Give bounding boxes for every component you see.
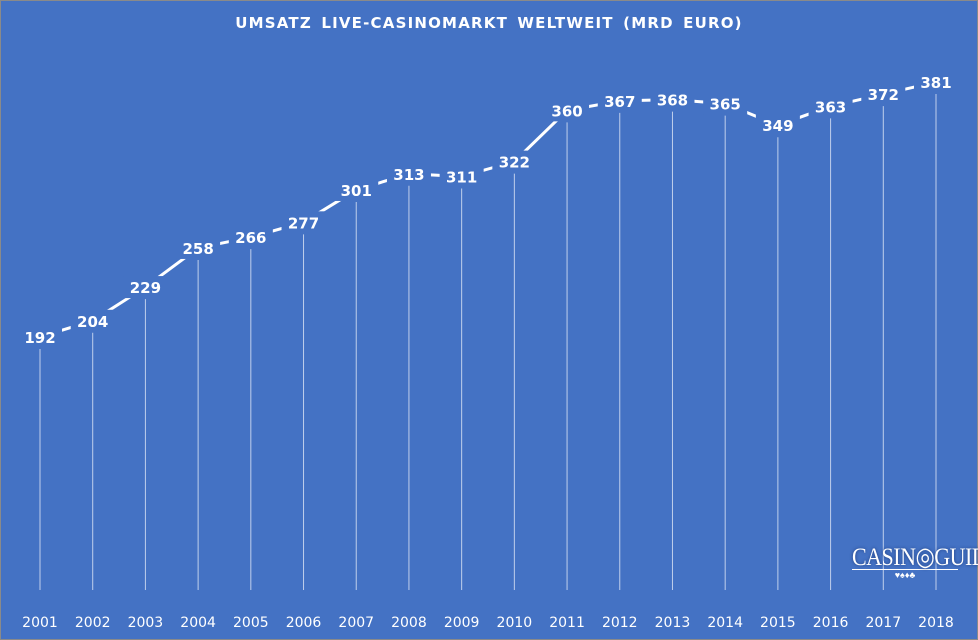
data-label: 381 bbox=[920, 74, 951, 92]
data-label: 349 bbox=[762, 117, 793, 135]
x-tick-label: 2007 bbox=[338, 615, 374, 631]
x-tick-label: 2013 bbox=[655, 615, 691, 631]
x-tick-label: 2012 bbox=[602, 615, 638, 631]
x-tick-label: 2006 bbox=[286, 615, 322, 631]
data-label: 258 bbox=[182, 240, 213, 258]
data-label: 311 bbox=[446, 168, 477, 186]
x-tick-label: 2004 bbox=[180, 615, 216, 631]
data-label: 367 bbox=[604, 93, 635, 111]
data-label-background bbox=[281, 211, 326, 234]
data-label: 229 bbox=[130, 279, 161, 297]
data-label: 301 bbox=[341, 182, 372, 200]
data-label: 313 bbox=[393, 166, 424, 184]
data-label: 192 bbox=[24, 329, 55, 347]
x-tick-label: 2014 bbox=[707, 615, 743, 631]
data-label: 204 bbox=[77, 313, 108, 331]
data-label-background bbox=[808, 95, 853, 118]
x-tick-label: 2016 bbox=[813, 615, 849, 631]
x-tick-label: 2008 bbox=[391, 615, 427, 631]
data-label-background bbox=[597, 89, 642, 112]
data-label-background bbox=[861, 83, 906, 106]
data-label-background bbox=[386, 162, 431, 185]
data-label: 372 bbox=[868, 86, 899, 104]
data-label: 322 bbox=[499, 154, 530, 172]
x-tick-label: 2002 bbox=[75, 615, 111, 631]
data-label-background bbox=[70, 309, 115, 332]
data-label-background bbox=[228, 226, 273, 249]
x-tick-label: 2010 bbox=[497, 615, 533, 631]
data-label-background bbox=[123, 276, 168, 299]
x-tick-label: 2009 bbox=[444, 615, 480, 631]
data-label: 363 bbox=[815, 98, 846, 116]
data-label: 368 bbox=[657, 92, 688, 110]
data-label-background bbox=[703, 92, 748, 115]
data-label: 266 bbox=[235, 229, 266, 247]
data-label-background bbox=[545, 99, 590, 122]
x-tick-label: 2015 bbox=[760, 615, 796, 631]
casinoguide-logo: CASIN◎GUIDE ♥♠♦♣ bbox=[852, 542, 978, 580]
x-tick-label: 2005 bbox=[233, 615, 269, 631]
data-label-background bbox=[334, 178, 379, 201]
x-tick-label: 2011 bbox=[549, 615, 585, 631]
data-label-background bbox=[18, 325, 62, 348]
data-label: 360 bbox=[551, 102, 582, 120]
data-label-background bbox=[439, 165, 484, 188]
data-label-background bbox=[755, 114, 800, 137]
data-label: 277 bbox=[288, 214, 319, 232]
data-label-background bbox=[492, 150, 537, 173]
x-tick-label: 2018 bbox=[918, 615, 954, 631]
x-tick-label: 2017 bbox=[865, 615, 901, 631]
series-line bbox=[39, 80, 937, 339]
data-label-background bbox=[176, 236, 221, 259]
data-label-background bbox=[650, 88, 695, 111]
x-tick-label: 2003 bbox=[128, 615, 164, 631]
data-label: 365 bbox=[710, 96, 741, 114]
data-label-background bbox=[914, 71, 958, 94]
chart-title: UMSATZ LIVE-CASINOMARKT WELTWEIT (MRD EU… bbox=[235, 14, 743, 32]
x-tick-label: 2001 bbox=[22, 615, 58, 631]
